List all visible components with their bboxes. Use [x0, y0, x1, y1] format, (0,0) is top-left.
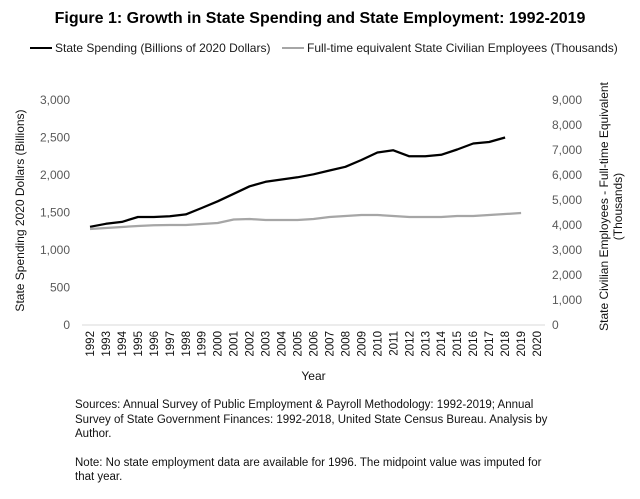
series-line-spending — [89, 136, 506, 228]
y2-tick-label: 0 — [552, 318, 559, 332]
x-tick-label: 1995 — [133, 331, 145, 357]
x-axis-ticks: 1992 1993 1994 1995 1996 1997 1998 1999 2000 2001… — [85, 330, 544, 356]
note-text: Note: No state employment data are avail… — [75, 456, 542, 484]
x-tick-label: 2011 — [388, 331, 400, 356]
x-tick-label: 2006 — [309, 331, 321, 357]
x-tick-label: 1999 — [197, 331, 209, 357]
series-lines — [89, 136, 522, 231]
y2-tick-label: 7,000 — [552, 143, 582, 157]
legend-swatch-employees — [282, 47, 304, 49]
y-axis-right-ticks: 0 1,000 2,000 3,000 4,000 5,000 6,000 7,000 8,00… — [552, 93, 582, 332]
legend-item-employees: Full-time equivalent State Civilian Empl… — [282, 41, 618, 55]
x-tick-label: 2001 — [229, 331, 241, 357]
x-tick-label: 2012 — [404, 331, 416, 357]
sources-text: Sources: Annual Survey of Public Employm… — [75, 399, 548, 440]
x-tick-label: 2004 — [277, 330, 289, 356]
x-tick-label: 1994 — [117, 330, 129, 356]
x-tick-label: 2000 — [213, 331, 225, 357]
chart-title: Figure 1: Growth in State Spending and S… — [54, 10, 586, 27]
y2-tick-label: 1,000 — [552, 293, 582, 307]
y-tick-label: 2,000 — [40, 168, 70, 182]
y-tick-label: 2,500 — [40, 131, 70, 145]
y2-tick-label: 9,000 — [552, 93, 582, 107]
x-tick-label: 1998 — [181, 331, 193, 357]
y-axis-left-ticks: 0 500 1,000 1,500 2,000 2,500 3,000 — [40, 93, 70, 332]
x-tick-label: 2008 — [340, 331, 352, 357]
x-tick-label: 1992 — [85, 331, 97, 357]
x-tick-label: 2018 — [500, 331, 512, 357]
y-axis-left-label: State Spending 2020 Dollars (Billions) — [13, 109, 27, 311]
x-tick-label: 2014 — [436, 330, 448, 356]
y2-tick-label: 8,000 — [552, 118, 582, 132]
y2-tick-label: 3,000 — [552, 243, 582, 257]
chart-notes: Sources: Annual Survey of Public Employm… — [75, 398, 555, 499]
y-tick-label: 1,000 — [40, 243, 70, 257]
x-tick-label: 2009 — [356, 331, 368, 357]
y-tick-label: 500 — [50, 281, 70, 295]
x-tick-label: 2010 — [372, 331, 384, 357]
y-tick-label: 0 — [63, 318, 70, 332]
x-tick-label: 1996 — [149, 331, 161, 357]
x-tick-label: 2016 — [468, 331, 480, 357]
y2-tick-label: 6,000 — [552, 168, 582, 182]
legend-swatch-spending — [30, 47, 52, 49]
legend-label-spending: State Spending (Billions of 2020 Dollars… — [55, 41, 271, 55]
x-tick-label: 2019 — [516, 331, 528, 357]
x-axis-label: Year — [301, 369, 325, 383]
x-tick-label: 2002 — [245, 331, 257, 357]
x-tick-label: 2013 — [420, 331, 432, 357]
x-tick-label: 2007 — [324, 331, 336, 357]
legend-label-employees: Full-time equivalent State Civilian Empl… — [307, 41, 618, 55]
legend-item-spending: State Spending (Billions of 2020 Dollars… — [30, 41, 270, 55]
x-tick-label: 2020 — [532, 331, 544, 357]
y2-tick-label: 4,000 — [552, 218, 582, 232]
x-tick-label: 2015 — [452, 331, 464, 357]
y-tick-label: 1,500 — [40, 206, 70, 220]
chart-plot: 0 500 1,000 1,500 2,000 2,500 3,000 0 1,000 2,00… — [13, 81, 625, 383]
y-axis-right-label-line2: (Thousands) — [611, 173, 625, 240]
x-tick-label: 2005 — [293, 331, 305, 357]
series-line-employees — [89, 211, 522, 231]
y2-tick-label: 5,000 — [552, 193, 582, 207]
y-axis-right-label-line1: State Civilian Employees - Full-time Equ… — [597, 81, 611, 330]
y2-tick-label: 2,000 — [552, 268, 582, 282]
x-tick-label: 2003 — [261, 331, 273, 357]
y-tick-label: 3,000 — [40, 93, 70, 107]
x-tick-label: 1993 — [101, 331, 113, 357]
x-tick-label: 2017 — [484, 331, 496, 357]
x-tick-label: 1997 — [165, 331, 177, 357]
